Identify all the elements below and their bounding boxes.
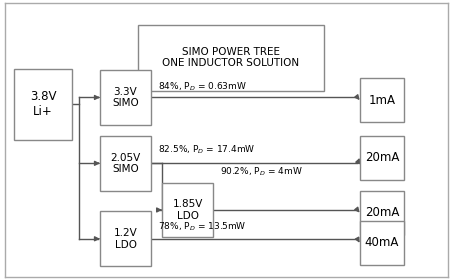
Text: 2.05V
SIMO: 2.05V SIMO — [111, 153, 140, 174]
FancyBboxPatch shape — [360, 221, 404, 265]
FancyBboxPatch shape — [360, 191, 404, 235]
Text: 1mA: 1mA — [368, 94, 395, 107]
FancyBboxPatch shape — [14, 69, 72, 140]
FancyBboxPatch shape — [100, 136, 151, 191]
Text: 82.5%, P$_{D}$ = 17.4mW: 82.5%, P$_{D}$ = 17.4mW — [158, 144, 255, 157]
Text: 3.8V
Li+: 3.8V Li+ — [30, 90, 57, 118]
Text: 40mA: 40mA — [365, 236, 399, 249]
Text: 1.85V
LDO: 1.85V LDO — [173, 199, 203, 221]
Text: 90.2%, P$_{D}$ = 4mW: 90.2%, P$_{D}$ = 4mW — [220, 166, 303, 178]
Text: 1.2V
LDO: 1.2V LDO — [114, 228, 137, 249]
Text: SIMO POWER TREE
ONE INDUCTOR SOLUTION: SIMO POWER TREE ONE INDUCTOR SOLUTION — [162, 47, 299, 69]
Text: 78%, P$_{D}$ = 13.5mW: 78%, P$_{D}$ = 13.5mW — [158, 221, 246, 233]
Text: 20mA: 20mA — [365, 206, 399, 219]
Text: 84%, P$_{D}$ = 0.63mW: 84%, P$_{D}$ = 0.63mW — [158, 81, 246, 93]
FancyBboxPatch shape — [100, 70, 151, 125]
Text: 3.3V
SIMO: 3.3V SIMO — [112, 87, 139, 108]
Text: 20mA: 20mA — [365, 151, 399, 164]
FancyBboxPatch shape — [138, 25, 324, 91]
FancyBboxPatch shape — [360, 78, 404, 122]
FancyBboxPatch shape — [100, 211, 151, 266]
FancyBboxPatch shape — [162, 183, 213, 237]
FancyBboxPatch shape — [360, 136, 404, 180]
